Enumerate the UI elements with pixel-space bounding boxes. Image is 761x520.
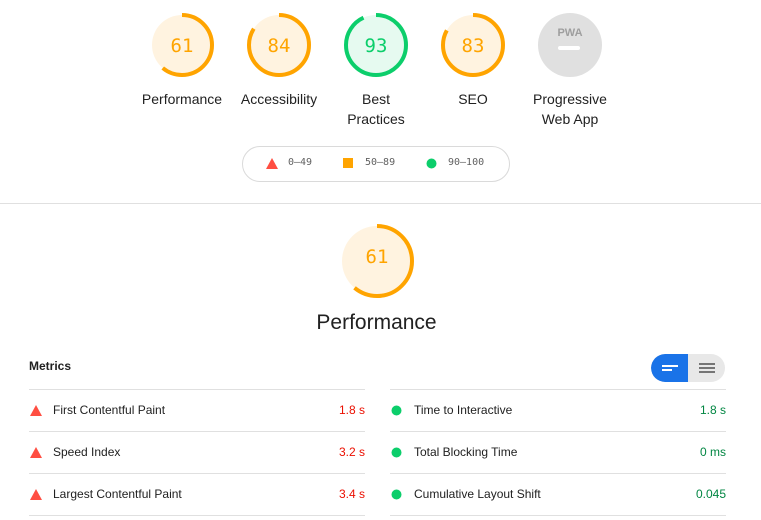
legend-range: 90–100	[448, 157, 485, 168]
performance-gauge: 61	[338, 222, 416, 305]
triangle-icon	[30, 405, 42, 416]
list-lines-icon	[699, 363, 715, 373]
metrics-column-left: First Contentful Paint 1.8 s Speed Index…	[29, 389, 365, 516]
metric-name: First Contentful Paint	[53, 403, 166, 417]
gauge-score: 61	[366, 246, 389, 268]
gauge-score: 93	[365, 35, 388, 57]
metrics-view-toggle[interactable]	[651, 354, 725, 382]
legend-item-pass: 90–100	[426, 157, 485, 169]
gauge-pwa[interactable]: PWA Progressive Web App	[515, 12, 625, 129]
metrics-column-right: Time to Interactive 1.8 s Total Blocking…	[390, 389, 726, 516]
metric-name: Total Blocking Time	[414, 445, 518, 459]
metric-row: Cumulative Layout Shift 0.045	[390, 473, 726, 516]
circle-icon	[391, 447, 402, 458]
expanded-view-button[interactable]	[688, 354, 725, 382]
section-divider	[0, 203, 761, 204]
gauge-score: 61	[171, 35, 194, 57]
legend-item-fail: 0–49	[266, 157, 313, 169]
score-scale-legend: 0–49 50–89 90–100	[242, 146, 510, 182]
metric-value: 3.2 s	[338, 445, 365, 459]
gauge-accessibility[interactable]: 84 Accessibility	[224, 12, 334, 109]
metric-value: 0.045	[695, 487, 726, 501]
metric-row: Largest Contentful Paint 3.4 s	[29, 473, 365, 516]
gauge-ring: 61	[340, 224, 414, 298]
gauge-seo[interactable]: 83 SEO	[418, 12, 528, 109]
metric-name: Time to Interactive	[414, 403, 513, 417]
gauge-performance[interactable]: 61 Performance	[127, 12, 237, 109]
circle-icon	[391, 489, 402, 500]
gauge-label: Progressive Web App	[533, 91, 607, 127]
category-title: Performance	[316, 311, 437, 334]
gauge-label: SEO	[458, 91, 488, 107]
score-gauges: 61 Performance 84 Accessibility 93 Best …	[0, 0, 761, 140]
gauge-score: 84	[268, 35, 291, 57]
circle-icon	[426, 158, 437, 169]
metric-row: First Contentful Paint 1.8 s	[29, 389, 365, 431]
metric-value: 1.8 s	[699, 403, 726, 417]
metric-row: Time to Interactive 1.8 s	[390, 389, 726, 431]
metrics-heading: Metrics	[29, 359, 72, 373]
gauge-ring: 61	[150, 13, 214, 77]
metric-value: 3.4 s	[338, 487, 365, 501]
gauge-label: Best Practices	[347, 91, 405, 127]
metric-value: 1.8 s	[338, 403, 365, 417]
pwa-badge-icon: PWA	[538, 13, 602, 77]
metric-name: Cumulative Layout Shift	[414, 487, 541, 501]
square-icon	[343, 158, 353, 168]
gauge-ring: 83	[441, 13, 505, 77]
metric-row: Speed Index 3.2 s	[29, 431, 365, 473]
gauge-best-practices[interactable]: 93 Best Practices	[321, 12, 431, 129]
gauge-label: Performance	[141, 91, 223, 107]
gauge-ring: 84	[247, 13, 311, 77]
compact-view-button[interactable]	[651, 354, 688, 382]
pwa-badge-text: PWA	[557, 27, 582, 39]
gauge-score: 83	[462, 35, 485, 57]
legend-range: 0–49	[288, 157, 313, 168]
metric-name: Speed Index	[53, 445, 121, 459]
triangle-icon	[30, 489, 42, 500]
short-lines-icon	[662, 365, 678, 371]
triangle-icon	[266, 158, 278, 169]
triangle-icon	[30, 447, 42, 458]
metric-name: Largest Contentful Paint	[53, 487, 182, 501]
gauge-label: Accessibility	[240, 91, 318, 107]
gauge-ring: 93	[344, 13, 408, 77]
circle-icon	[391, 405, 402, 416]
legend-range: 50–89	[365, 157, 396, 168]
metric-row: Total Blocking Time 0 ms	[390, 431, 726, 473]
metric-value: 0 ms	[699, 445, 726, 459]
legend-item-average: 50–89	[343, 157, 396, 168]
